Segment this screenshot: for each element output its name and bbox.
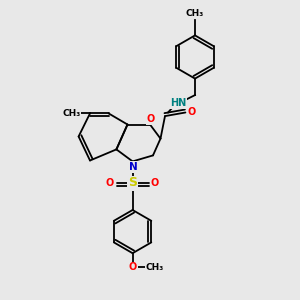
- Text: O: O: [106, 178, 114, 188]
- Text: CH₃: CH₃: [186, 9, 204, 18]
- Text: O: O: [128, 262, 137, 272]
- Text: S: S: [128, 176, 137, 190]
- Text: O: O: [151, 178, 159, 188]
- Text: O: O: [146, 114, 155, 124]
- Text: CH₃: CH₃: [62, 109, 80, 118]
- Text: CH₃: CH₃: [146, 263, 164, 272]
- Text: HN: HN: [170, 98, 187, 109]
- Text: O: O: [188, 107, 196, 117]
- Text: N: N: [129, 162, 138, 172]
